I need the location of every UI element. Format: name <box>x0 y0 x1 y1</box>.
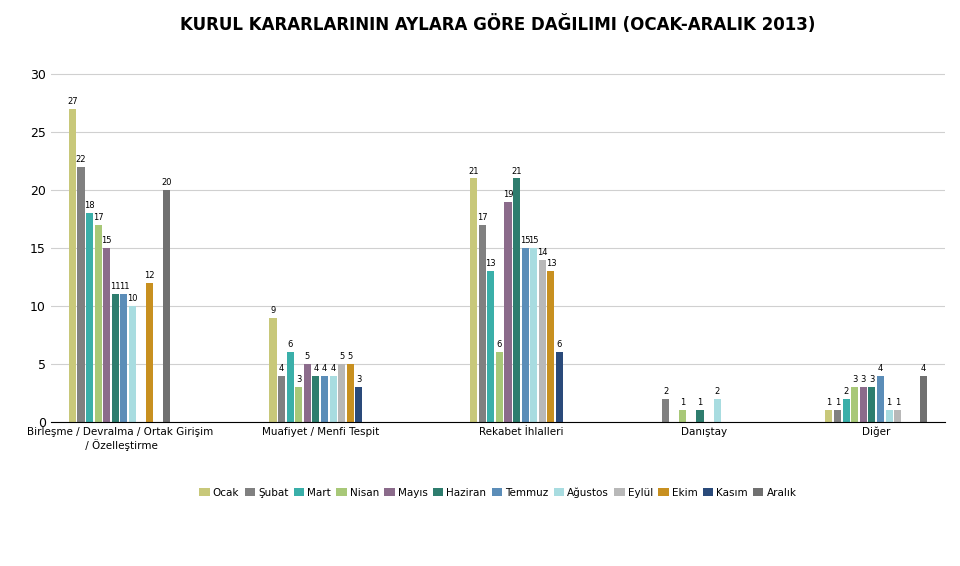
Text: 3: 3 <box>356 375 362 384</box>
Text: 1: 1 <box>886 398 892 408</box>
Bar <box>894 410 901 422</box>
Text: 2: 2 <box>663 387 668 396</box>
Text: 3: 3 <box>860 375 866 384</box>
Bar <box>843 399 850 422</box>
Text: 4: 4 <box>877 364 883 372</box>
Bar <box>696 410 704 422</box>
Text: 19: 19 <box>503 190 514 199</box>
Text: 18: 18 <box>84 201 95 211</box>
Text: 6: 6 <box>496 341 502 349</box>
Bar <box>547 271 555 422</box>
Text: 4: 4 <box>313 364 319 372</box>
Bar <box>860 387 867 422</box>
Text: 14: 14 <box>537 248 547 257</box>
Text: 4: 4 <box>921 364 926 372</box>
Text: 1: 1 <box>895 398 900 408</box>
Bar <box>355 387 363 422</box>
Text: 21: 21 <box>468 166 479 175</box>
Text: 27: 27 <box>67 97 78 106</box>
Bar <box>112 294 119 422</box>
Text: 1: 1 <box>697 398 703 408</box>
Bar <box>496 353 503 422</box>
Text: 20: 20 <box>161 178 172 187</box>
Text: 11: 11 <box>110 282 121 291</box>
Bar <box>287 353 294 422</box>
Bar <box>270 318 276 422</box>
Text: 5: 5 <box>304 352 310 361</box>
Text: 3: 3 <box>852 375 857 384</box>
Text: 9: 9 <box>271 306 276 315</box>
Bar <box>146 283 154 422</box>
Bar <box>834 410 841 422</box>
Bar <box>104 248 110 422</box>
Text: 4: 4 <box>330 364 336 372</box>
Text: 13: 13 <box>545 259 556 268</box>
Bar <box>163 190 171 422</box>
Text: 5: 5 <box>348 352 353 361</box>
Bar <box>877 376 884 422</box>
Text: 17: 17 <box>477 213 488 222</box>
Bar <box>470 178 477 422</box>
Bar <box>95 225 102 422</box>
Text: 13: 13 <box>486 259 496 268</box>
Text: 5: 5 <box>339 352 345 361</box>
Bar <box>304 364 311 422</box>
Text: 3: 3 <box>869 375 875 384</box>
Text: 22: 22 <box>76 155 86 164</box>
Text: 15: 15 <box>529 236 539 245</box>
Bar <box>920 376 927 422</box>
Text: 1: 1 <box>827 398 831 408</box>
Bar <box>885 410 893 422</box>
Bar <box>539 260 546 422</box>
Bar <box>312 376 320 422</box>
Bar <box>78 167 84 422</box>
Bar <box>530 248 538 422</box>
Text: 2: 2 <box>844 387 849 396</box>
Bar <box>69 109 76 422</box>
Bar <box>329 376 337 422</box>
Text: 15: 15 <box>102 236 112 245</box>
Bar <box>556 353 564 422</box>
Text: 1: 1 <box>681 398 685 408</box>
Bar <box>479 225 486 422</box>
Bar <box>826 410 832 422</box>
Title: KURUL KARARLARININ AYLARA GÖRE DAĞILIMI (OCAK-ARALIK 2013): KURUL KARARLARININ AYLARA GÖRE DAĞILIMI … <box>180 15 816 34</box>
Text: 15: 15 <box>520 236 531 245</box>
Bar <box>120 294 128 422</box>
Bar <box>680 410 686 422</box>
Bar <box>713 399 721 422</box>
Text: 12: 12 <box>145 271 155 280</box>
Bar <box>869 387 876 422</box>
Bar <box>86 213 93 422</box>
Bar <box>338 364 346 422</box>
Bar <box>278 376 285 422</box>
Text: 21: 21 <box>512 166 522 175</box>
Text: 2: 2 <box>714 387 720 396</box>
Text: 11: 11 <box>119 282 130 291</box>
Bar <box>521 248 529 422</box>
Bar <box>488 271 494 422</box>
Bar <box>129 306 136 422</box>
Bar <box>852 387 858 422</box>
Bar <box>347 364 354 422</box>
Text: 1: 1 <box>835 398 840 408</box>
Text: 17: 17 <box>93 213 104 222</box>
Bar <box>504 201 512 422</box>
Text: 4: 4 <box>279 364 284 372</box>
Text: 4: 4 <box>322 364 327 372</box>
Text: 6: 6 <box>557 341 563 349</box>
Text: 10: 10 <box>128 294 138 303</box>
Bar <box>321 376 328 422</box>
Legend: Ocak, Şubat, Mart, Nisan, Mayıs, Haziran, Temmuz, Ağustos, Eylül, Ekim, Kasım, A: Ocak, Şubat, Mart, Nisan, Mayıs, Haziran… <box>195 483 801 501</box>
Text: 3: 3 <box>296 375 301 384</box>
Bar <box>296 387 302 422</box>
Bar <box>662 399 669 422</box>
Text: 6: 6 <box>287 341 293 349</box>
Bar <box>513 178 520 422</box>
